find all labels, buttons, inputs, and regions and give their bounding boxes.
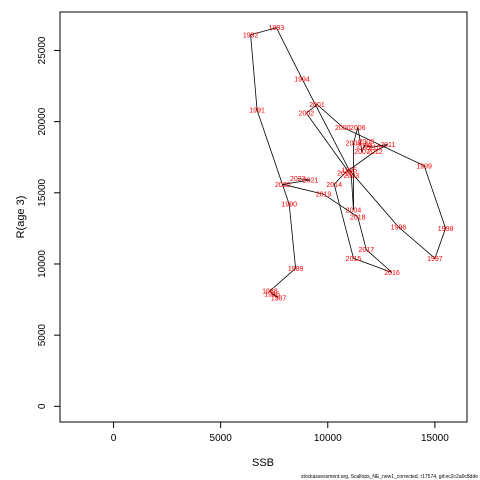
year-label-2017: 2017 — [359, 247, 375, 254]
year-label-2022: 2022 — [290, 176, 306, 183]
year-label-2004: 2004 — [346, 207, 362, 214]
x-tick-label: 10000 — [314, 433, 342, 444]
y-tick-label: 15000 — [37, 178, 48, 206]
year-label-1991: 1991 — [249, 108, 265, 115]
y-tick-label: 0 — [37, 403, 48, 409]
year-label-1995: 1995 — [341, 168, 357, 175]
year-label-1986: 1986 — [264, 291, 280, 298]
year-label-1994: 1994 — [294, 76, 310, 83]
year-label-2010: 2010 — [365, 145, 381, 152]
y-tick-label: 25000 — [37, 36, 48, 64]
year-label-1996: 1996 — [391, 224, 407, 231]
plot-frame — [59, 11, 468, 423]
year-label-2000: 2000 — [335, 125, 351, 132]
y-axis: 0 5000 10000 15000 20000 25000 — [37, 36, 60, 409]
year-label-1989: 1989 — [288, 266, 304, 273]
x-axis: 0 5000 10000 15000 — [111, 422, 449, 444]
year-label-2012: 2012 — [367, 149, 383, 156]
year-label-2005: 2005 — [346, 140, 362, 147]
year-label-2014: 2014 — [326, 182, 342, 189]
y-tick-label: 20000 — [37, 107, 48, 135]
y-tick-label: 5000 — [37, 324, 48, 347]
year-label-2007: 2007 — [354, 149, 370, 156]
year-label-2011: 2011 — [380, 142, 395, 149]
year-label-1992: 1992 — [243, 32, 259, 39]
year-label-1997: 1997 — [427, 256, 443, 263]
year-label-2009: 2009 — [356, 143, 372, 150]
year-label-1988: 1988 — [262, 289, 278, 296]
year-label-2016: 2016 — [384, 270, 400, 277]
year-label-2019: 2019 — [316, 192, 332, 199]
year-label-2021: 2021 — [303, 177, 319, 184]
year-label-2020: 2020 — [275, 182, 291, 189]
year-label-1987: 1987 — [271, 296, 287, 303]
x-axis-title: SSB — [252, 457, 274, 469]
year-label-2003: 2003 — [344, 173, 360, 180]
y-axis-title: R(age 3) — [15, 196, 27, 239]
x-tick-label: 5000 — [210, 433, 233, 444]
x-tick-label: 0 — [111, 433, 117, 444]
year-label-1990: 1990 — [281, 202, 297, 209]
x-tick-label: 15000 — [421, 433, 449, 444]
year-label-2008: 2008 — [359, 139, 375, 146]
year-label-2013: 2013 — [337, 170, 353, 177]
year-label-1999: 1999 — [416, 163, 432, 170]
year-label-2002: 2002 — [299, 111, 315, 118]
sr-trajectory-line — [250, 27, 447, 299]
footnote: stockassessment.org, Scallops_NE_new1_co… — [301, 474, 478, 480]
year-label-2015: 2015 — [346, 256, 362, 263]
year-label-2018: 2018 — [350, 215, 366, 222]
year-label-2006: 2006 — [350, 125, 366, 132]
year-label-1993: 1993 — [269, 25, 285, 32]
y-tick-label: 10000 — [37, 250, 48, 278]
year-label-1998: 1998 — [438, 226, 454, 233]
year-label-2001: 2001 — [309, 102, 325, 109]
